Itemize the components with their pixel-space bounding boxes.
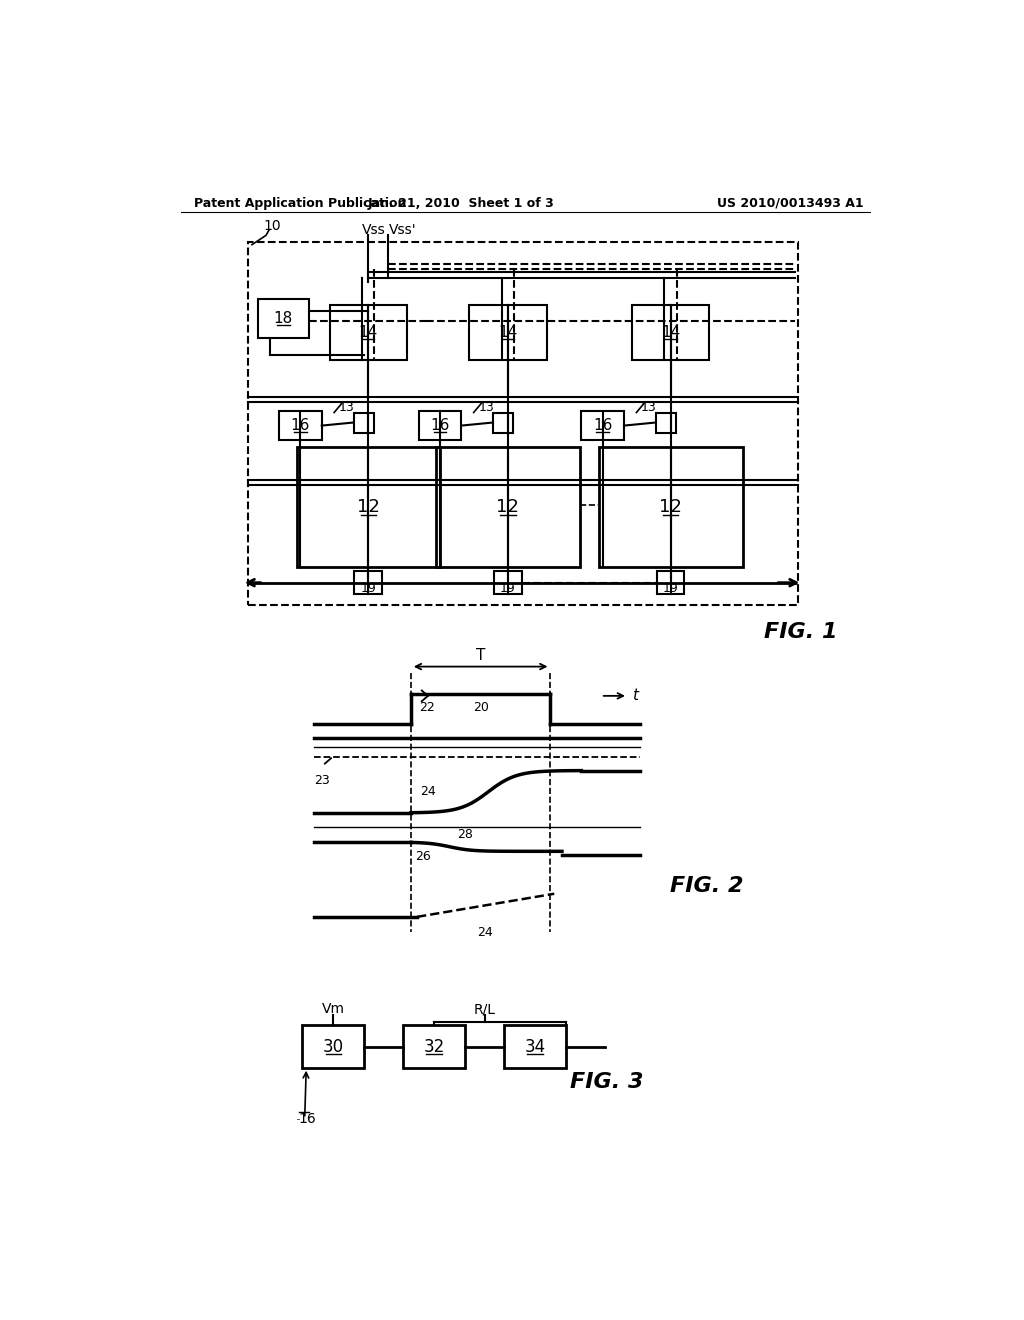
- Text: 26: 26: [415, 850, 430, 862]
- Text: FIG. 2: FIG. 2: [671, 876, 744, 896]
- Bar: [493, 413, 513, 433]
- Text: 28: 28: [458, 828, 473, 841]
- Text: 30: 30: [323, 1038, 344, 1056]
- Bar: [436, 447, 580, 566]
- Text: 16: 16: [593, 418, 612, 433]
- Text: 12: 12: [356, 498, 380, 516]
- Text: FIG. 3: FIG. 3: [569, 1072, 643, 1093]
- Text: US 2010/0013493 A1: US 2010/0013493 A1: [717, 197, 863, 210]
- Bar: [403, 1026, 465, 1068]
- Text: 32: 32: [424, 1038, 444, 1056]
- Text: 14: 14: [358, 325, 378, 341]
- Bar: [504, 1026, 566, 1068]
- Text: 13: 13: [478, 400, 494, 413]
- Text: 16: 16: [430, 418, 450, 433]
- Text: Vss: Vss: [362, 223, 386, 238]
- Bar: [280, 411, 322, 441]
- Text: 24: 24: [476, 925, 493, 939]
- Text: 19: 19: [500, 582, 516, 594]
- Text: 19: 19: [663, 582, 678, 594]
- Text: Jan. 21, 2010  Sheet 1 of 3: Jan. 21, 2010 Sheet 1 of 3: [368, 197, 555, 210]
- Bar: [248, 242, 799, 605]
- Text: 22: 22: [419, 701, 434, 714]
- Text: 14: 14: [498, 325, 517, 341]
- Bar: [599, 447, 742, 566]
- Bar: [655, 413, 676, 433]
- Text: 13: 13: [339, 400, 354, 413]
- Text: Vm: Vm: [322, 1002, 345, 1016]
- Text: 19: 19: [360, 582, 376, 594]
- Bar: [656, 572, 684, 594]
- Text: FIG. 1: FIG. 1: [764, 622, 837, 642]
- Bar: [258, 300, 308, 338]
- Text: Patent Application Publication: Patent Application Publication: [194, 197, 407, 210]
- Text: 16: 16: [291, 418, 310, 433]
- Text: t: t: [632, 688, 638, 704]
- Bar: [354, 572, 382, 594]
- Text: R/L: R/L: [473, 1002, 496, 1016]
- Text: T: T: [476, 648, 485, 664]
- Bar: [469, 305, 547, 360]
- Text: 16: 16: [299, 1111, 316, 1126]
- Bar: [494, 572, 521, 594]
- Text: 13: 13: [641, 400, 656, 413]
- Text: 10: 10: [263, 219, 282, 234]
- Text: 20: 20: [473, 701, 488, 714]
- Bar: [297, 447, 440, 566]
- Bar: [330, 305, 407, 360]
- Text: 14: 14: [660, 325, 680, 341]
- Bar: [302, 1026, 365, 1068]
- Text: 18: 18: [273, 312, 293, 326]
- Text: 12: 12: [497, 498, 519, 516]
- Bar: [632, 305, 710, 360]
- Text: 12: 12: [659, 498, 682, 516]
- Text: Vss': Vss': [389, 223, 417, 238]
- Text: 23: 23: [314, 774, 330, 787]
- Text: 24: 24: [420, 785, 436, 797]
- Text: 34: 34: [524, 1038, 546, 1056]
- Bar: [353, 413, 374, 433]
- Bar: [419, 411, 461, 441]
- Bar: [582, 411, 624, 441]
